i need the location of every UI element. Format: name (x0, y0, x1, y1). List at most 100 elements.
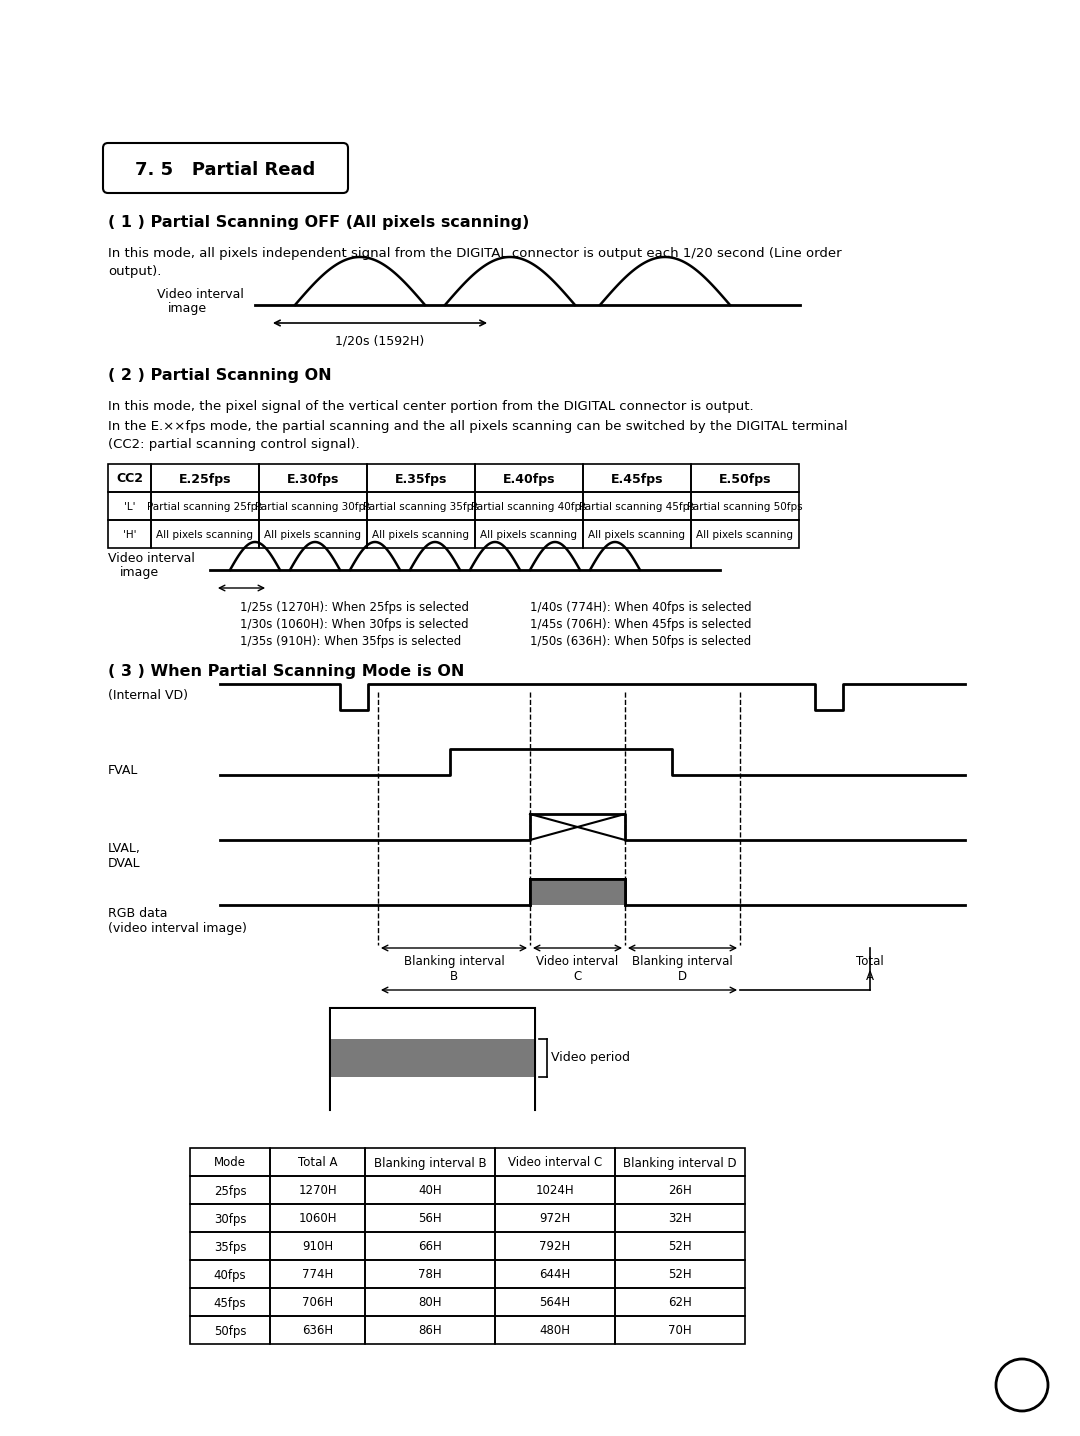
Text: 972H: 972H (539, 1212, 570, 1225)
Text: 1/25s (1270H): When 25fps is selected: 1/25s (1270H): When 25fps is selected (240, 602, 469, 615)
Bar (190, 1259, 270, 1288)
Bar (615, 1259, 745, 1288)
Text: Blanking interval
D: Blanking interval D (632, 955, 732, 984)
Bar (691, 464, 799, 493)
Bar (190, 1315, 270, 1344)
Text: 78H: 78H (418, 1268, 442, 1281)
Bar (330, 1010, 534, 1040)
Text: 706H: 706H (302, 1297, 333, 1310)
Text: 644H: 644H (539, 1268, 570, 1281)
Bar (495, 1203, 615, 1232)
Text: E.50fps: E.50fps (719, 472, 771, 485)
Text: 86H: 86H (418, 1324, 442, 1337)
Text: Blanking interval D: Blanking interval D (623, 1156, 737, 1169)
Text: Partial scanning 30fps: Partial scanning 30fps (255, 503, 370, 513)
Text: 30fps: 30fps (214, 1212, 246, 1225)
Text: 45fps: 45fps (214, 1297, 246, 1310)
Text: Mode: Mode (214, 1156, 246, 1169)
Bar (367, 520, 475, 549)
Bar (495, 1176, 615, 1203)
Bar (495, 1288, 615, 1315)
Text: All pixels scanning: All pixels scanning (265, 530, 362, 540)
Text: Partial scanning 40fps: Partial scanning 40fps (471, 503, 586, 513)
Bar (108, 520, 151, 549)
Text: Blanking interval
B: Blanking interval B (404, 955, 504, 984)
Text: E.30fps: E.30fps (287, 472, 339, 485)
Text: Video period: Video period (551, 1051, 630, 1064)
Text: 40H: 40H (418, 1185, 442, 1198)
Bar (151, 520, 259, 549)
Bar (495, 1259, 615, 1288)
Text: 26H: 26H (669, 1185, 692, 1198)
Bar (190, 1176, 270, 1203)
Text: RGB data
(video interval image): RGB data (video interval image) (108, 908, 247, 935)
Bar (691, 520, 799, 549)
Bar (330, 1040, 534, 1077)
Bar (495, 1147, 615, 1176)
Bar (108, 493, 151, 520)
Text: E.25fps: E.25fps (179, 472, 231, 485)
Bar (259, 493, 367, 520)
Bar (270, 1288, 365, 1315)
Bar (583, 520, 691, 549)
Text: 62H: 62H (669, 1297, 692, 1310)
Text: All pixels scanning: All pixels scanning (589, 530, 686, 540)
Bar (365, 1203, 495, 1232)
Text: All pixels scanning: All pixels scanning (697, 530, 794, 540)
Text: 1/30s (1060H): When 30fps is selected: 1/30s (1060H): When 30fps is selected (240, 617, 469, 630)
Bar (190, 1288, 270, 1315)
Bar (615, 1288, 745, 1315)
Text: Partial scanning 25fps: Partial scanning 25fps (147, 503, 262, 513)
Bar (270, 1147, 365, 1176)
Bar (270, 1176, 365, 1203)
Bar (330, 1008, 535, 1110)
Text: 1270H: 1270H (298, 1185, 337, 1198)
Bar (365, 1288, 495, 1315)
Text: Total A: Total A (298, 1156, 337, 1169)
Text: 50fps: 50fps (214, 1324, 246, 1337)
Text: 910H: 910H (302, 1241, 333, 1254)
Text: E.45fps: E.45fps (611, 472, 663, 485)
Text: 35fps: 35fps (214, 1241, 246, 1254)
Text: 1060H: 1060H (298, 1212, 337, 1225)
Text: 1/35s (910H): When 35fps is selected: 1/35s (910H): When 35fps is selected (240, 635, 461, 648)
Bar (615, 1315, 745, 1344)
Text: All pixels scanning: All pixels scanning (481, 530, 578, 540)
Bar (495, 1232, 615, 1259)
Bar (475, 493, 583, 520)
Bar (691, 493, 799, 520)
Text: In this mode, the pixel signal of the vertical center portion from the DIGITAL c: In this mode, the pixel signal of the ve… (108, 401, 754, 414)
Text: 774H: 774H (302, 1268, 333, 1281)
Text: Partial scanning 45fps: Partial scanning 45fps (579, 503, 694, 513)
Bar (615, 1203, 745, 1232)
Text: 7. 5   Partial Read: 7. 5 Partial Read (135, 161, 315, 180)
Bar (365, 1147, 495, 1176)
Text: 1/45s (706H): When 45fps is selected: 1/45s (706H): When 45fps is selected (530, 617, 752, 630)
Bar (108, 464, 151, 493)
Text: 70H: 70H (669, 1324, 692, 1337)
Text: Video interval
C: Video interval C (536, 955, 618, 984)
Text: 'L': 'L' (124, 503, 135, 513)
Bar (583, 493, 691, 520)
Text: E.40fps: E.40fps (503, 472, 555, 485)
Text: LVAL,
DVAL: LVAL, DVAL (108, 841, 140, 870)
Text: 1/50s (636H): When 50fps is selected: 1/50s (636H): When 50fps is selected (530, 635, 752, 648)
Text: 1/40s (774H): When 40fps is selected: 1/40s (774H): When 40fps is selected (530, 602, 752, 615)
Text: 1/20s (1592H): 1/20s (1592H) (335, 335, 424, 348)
Bar (475, 520, 583, 549)
Bar (615, 1147, 745, 1176)
Bar (530, 879, 625, 905)
Text: 480H: 480H (540, 1324, 570, 1337)
Text: ( 2 ) Partial Scanning ON: ( 2 ) Partial Scanning ON (108, 368, 332, 383)
Text: image: image (168, 302, 207, 314)
Bar (330, 1077, 534, 1116)
Text: All pixels scanning: All pixels scanning (157, 530, 254, 540)
Text: 52H: 52H (669, 1241, 692, 1254)
Bar (190, 1203, 270, 1232)
Bar (367, 464, 475, 493)
Bar (259, 464, 367, 493)
Text: 564H: 564H (539, 1297, 570, 1310)
Bar (495, 1315, 615, 1344)
Text: 29: 29 (1009, 1376, 1036, 1394)
Text: Video interval C: Video interval C (508, 1156, 603, 1169)
